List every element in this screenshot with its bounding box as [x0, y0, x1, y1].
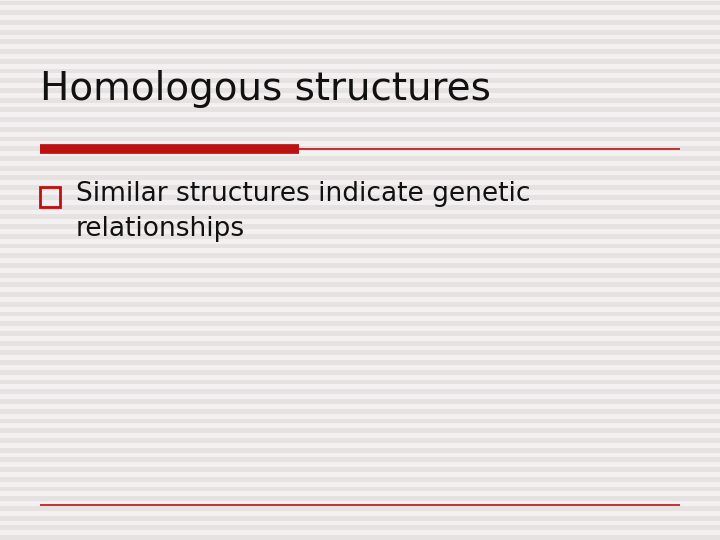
- Bar: [0, 59, 720, 64]
- Bar: [0, 156, 720, 161]
- Bar: [0, 409, 720, 414]
- Bar: [0, 496, 720, 501]
- Bar: [0, 370, 720, 375]
- Bar: [0, 399, 720, 404]
- Bar: [0, 69, 720, 73]
- Bar: [0, 176, 720, 180]
- Bar: [0, 224, 720, 229]
- Bar: [0, 292, 720, 297]
- Bar: [0, 457, 720, 462]
- Text: Homologous structures: Homologous structures: [40, 70, 490, 108]
- Bar: [0, 39, 720, 44]
- Bar: [0, 525, 720, 530]
- Bar: [0, 88, 720, 93]
- Bar: [0, 244, 720, 248]
- Bar: [0, 341, 720, 346]
- Text: Similar structures indicate genetic: Similar structures indicate genetic: [76, 181, 530, 207]
- Bar: [0, 234, 720, 239]
- Bar: [0, 49, 720, 54]
- Bar: [0, 477, 720, 482]
- Bar: [0, 312, 720, 316]
- Bar: [0, 282, 720, 287]
- Bar: [0, 506, 720, 511]
- Bar: [0, 185, 720, 190]
- Bar: [0, 127, 720, 132]
- Bar: [0, 380, 720, 384]
- Bar: [0, 263, 720, 268]
- Bar: [0, 438, 720, 443]
- Bar: [0, 195, 720, 200]
- Bar: [0, 467, 720, 472]
- Bar: [0, 535, 720, 540]
- Bar: [0, 428, 720, 433]
- Bar: [0, 253, 720, 258]
- Bar: [0, 1, 720, 5]
- Bar: [0, 321, 720, 326]
- Bar: [0, 331, 720, 336]
- Bar: [0, 418, 720, 423]
- Bar: [0, 20, 720, 25]
- Bar: [0, 516, 720, 521]
- Bar: [0, 487, 720, 491]
- Bar: [0, 273, 720, 278]
- Bar: [0, 205, 720, 210]
- Bar: [0, 10, 720, 15]
- Bar: [0, 214, 720, 219]
- Bar: [0, 302, 720, 307]
- Bar: [0, 146, 720, 151]
- Bar: [0, 30, 720, 35]
- Bar: [0, 98, 720, 103]
- Bar: [0, 137, 720, 141]
- Text: relationships: relationships: [76, 217, 245, 242]
- Bar: [0, 107, 720, 112]
- Bar: [0, 389, 720, 394]
- Bar: [0, 350, 720, 355]
- Bar: [0, 78, 720, 83]
- Bar: [0, 117, 720, 122]
- Bar: [0, 166, 720, 171]
- Bar: [0, 448, 720, 453]
- Bar: [0, 360, 720, 365]
